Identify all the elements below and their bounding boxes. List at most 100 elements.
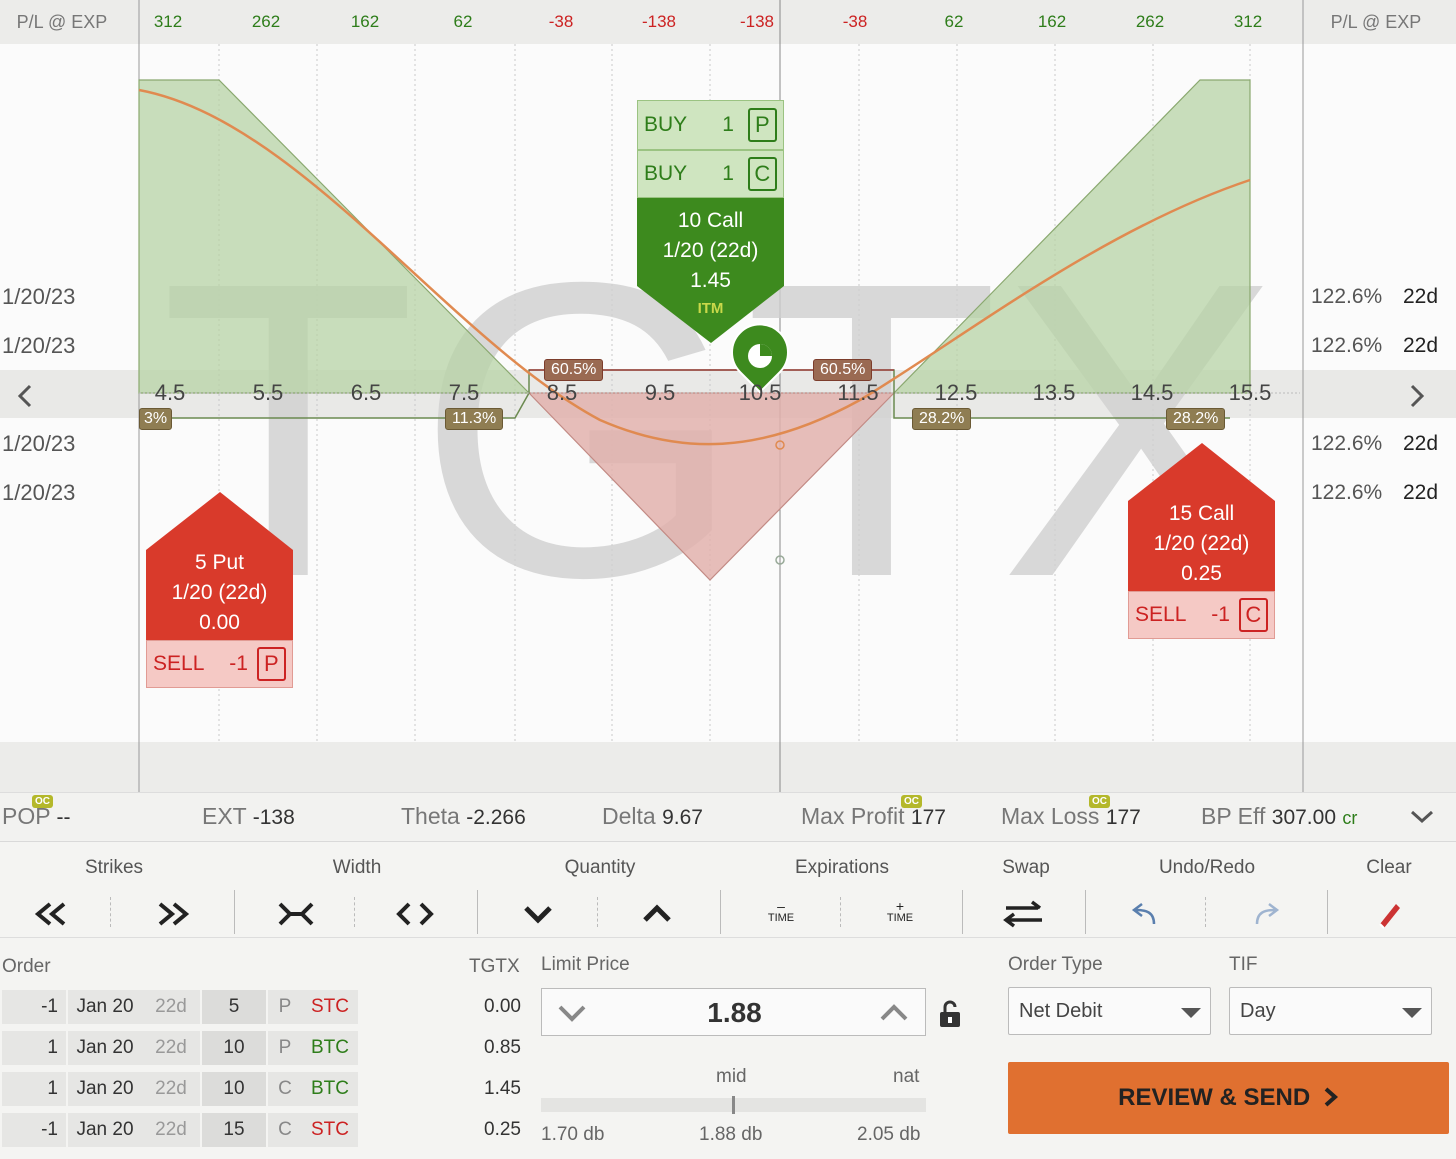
price-slider[interactable]: [541, 1096, 926, 1114]
long-leg-card[interactable]: BUY 1 P BUY 1 C 10 Call 1/20 (22d) 1.45 …: [637, 100, 784, 343]
metrics-bar: OC POP -- EXT -138 Theta -2.266 Delta 9.…: [0, 792, 1456, 842]
strike-label[interactable]: 10.5: [738, 380, 782, 405]
strikes-left-icon[interactable]: [22, 894, 82, 934]
width-widen-icon[interactable]: [385, 894, 445, 934]
strike-label[interactable]: 7.5: [448, 380, 480, 405]
order-leg-row[interactable]: 1 Jan 20 22d 10 C BTC 1.45: [0, 1072, 530, 1106]
order-leg-row[interactable]: -1 Jan 20 22d 5 P STC 0.00: [0, 990, 530, 1024]
leg-title: 15 Call: [1168, 502, 1235, 525]
leg-row[interactable]: BUY 1 P: [637, 100, 784, 150]
strike-label[interactable]: 14.5: [1130, 380, 1174, 405]
swap-icon[interactable]: [994, 894, 1054, 934]
strike-label[interactable]: 8.5: [546, 380, 578, 405]
strike-label[interactable]: 12.5: [934, 380, 978, 405]
strike-label[interactable]: 13.5: [1032, 380, 1076, 405]
order-strike[interactable]: 10: [202, 1072, 266, 1106]
leg-row[interactable]: SELL -1 P: [146, 640, 293, 688]
order-action[interactable]: STC: [302, 1113, 358, 1147]
review-send-button[interactable]: REVIEW & SEND: [1008, 1062, 1449, 1134]
dte-label: 22d: [1403, 481, 1439, 504]
order-type[interactable]: C: [268, 1113, 302, 1147]
pl-exp-value: 62: [453, 12, 473, 31]
price-up-icon[interactable]: [878, 1003, 910, 1023]
strikes-right-icon[interactable]: [142, 894, 202, 934]
order-dte[interactable]: 22d: [142, 1113, 200, 1147]
strike-label[interactable]: 5.5: [252, 380, 284, 405]
undo-icon[interactable]: [1116, 894, 1176, 934]
order-strike[interactable]: 15: [202, 1113, 266, 1147]
leg-type-box[interactable]: P: [256, 647, 286, 681]
quantity-up-icon[interactable]: [627, 894, 687, 934]
toolbar-label: Undo/Redo: [1158, 857, 1256, 878]
order-action[interactable]: BTC: [302, 1072, 358, 1106]
toolbar-label: Clear: [1366, 857, 1412, 878]
leg-row[interactable]: SELL -1 C: [1128, 591, 1275, 639]
strike-label[interactable]: 6.5: [350, 380, 382, 405]
review-send-label: REVIEW & SEND: [1118, 1084, 1311, 1111]
eraser-icon[interactable]: [1358, 894, 1418, 934]
date-label: 1/20/23: [2, 480, 76, 505]
time-plus-button[interactable]: + TIME: [870, 894, 930, 934]
range-mid: 1.88 db: [699, 1124, 763, 1145]
order-action[interactable]: BTC: [302, 1031, 358, 1065]
range-high: 2.05 db: [857, 1124, 921, 1145]
leg-type-box[interactable]: C: [1238, 598, 1268, 632]
leg-expiry: 1/20 (22d): [1153, 532, 1250, 555]
risk-graph[interactable]: TGTX P/L @ EXP P/L @ EXP 31226216262-38-…: [0, 0, 1456, 792]
strike-label[interactable]: 4.5: [154, 380, 186, 405]
leg-row[interactable]: BUY 1 C: [637, 150, 784, 198]
order-dte[interactable]: 22d: [142, 1031, 200, 1065]
order-type-select[interactable]: Net Debit: [1008, 987, 1211, 1035]
order-date[interactable]: Jan 20: [68, 1113, 142, 1147]
order-qty[interactable]: -1: [2, 1113, 66, 1147]
order-type[interactable]: P: [268, 990, 302, 1024]
time-minus-button[interactable]: – TIME: [751, 894, 811, 934]
metric-label: Max Loss: [1001, 803, 1100, 829]
order-qty[interactable]: -1: [2, 990, 66, 1024]
metric-label: BP Eff: [1201, 803, 1266, 829]
dte-label: 22d: [1403, 285, 1439, 308]
order-leg-row[interactable]: 1 Jan 20 22d 10 P BTC 0.85: [0, 1031, 530, 1065]
metric-value: 9.67: [662, 806, 703, 829]
pl-exp-value: -38: [548, 12, 574, 31]
limit-price-field[interactable]: 1.88: [541, 988, 926, 1036]
chevron-down-icon[interactable]: [1410, 809, 1434, 825]
order-leg-row[interactable]: -1 Jan 20 22d 15 C STC 0.25: [0, 1113, 530, 1147]
oc-badge: OC: [901, 795, 922, 808]
order-date[interactable]: Jan 20: [68, 990, 142, 1024]
lock-icon[interactable]: [938, 1000, 962, 1028]
order-dte[interactable]: 22d: [142, 990, 200, 1024]
order-dte[interactable]: 22d: [142, 1072, 200, 1106]
redo-icon[interactable]: [1235, 894, 1295, 934]
tif-select[interactable]: Day: [1229, 987, 1432, 1035]
date-label: 1/20/23: [2, 333, 76, 358]
order-strike[interactable]: 5: [202, 990, 266, 1024]
order-qty[interactable]: 1: [2, 1031, 66, 1065]
quantity-down-icon[interactable]: [508, 894, 568, 934]
leg-price: 1.45: [690, 269, 731, 292]
leg-type-box[interactable]: C: [747, 157, 777, 191]
strike-label[interactable]: 11.5: [837, 380, 879, 405]
order-type[interactable]: P: [268, 1031, 302, 1065]
order-qty[interactable]: 1: [2, 1072, 66, 1106]
dte-label: 22d: [1403, 334, 1439, 357]
price-down-icon[interactable]: [556, 1003, 588, 1023]
order-action[interactable]: STC: [302, 990, 358, 1024]
dropdown-arrow-icon: [1402, 1008, 1422, 1018]
leg-qty: -1: [229, 652, 248, 675]
metric-label: Max Profit: [801, 803, 905, 829]
date-label: 1/20/23: [2, 284, 76, 309]
pl-exp-value: -138: [739, 12, 775, 31]
order-strike[interactable]: 10: [202, 1031, 266, 1065]
order-date[interactable]: Jan 20: [68, 1031, 142, 1065]
slider-handle[interactable]: [732, 1096, 735, 1114]
leg-expiry: 1/20 (22d): [662, 239, 759, 262]
strike-label[interactable]: 15.5: [1228, 380, 1272, 405]
itm-badge: ITM: [697, 300, 724, 317]
leg-type-box[interactable]: P: [747, 108, 777, 142]
strike-label[interactable]: 9.5: [644, 380, 676, 405]
order-type[interactable]: C: [268, 1072, 302, 1106]
width-narrow-icon[interactable]: [266, 894, 326, 934]
order-date[interactable]: Jan 20: [68, 1072, 142, 1106]
range-low: 1.70 db: [541, 1124, 605, 1145]
